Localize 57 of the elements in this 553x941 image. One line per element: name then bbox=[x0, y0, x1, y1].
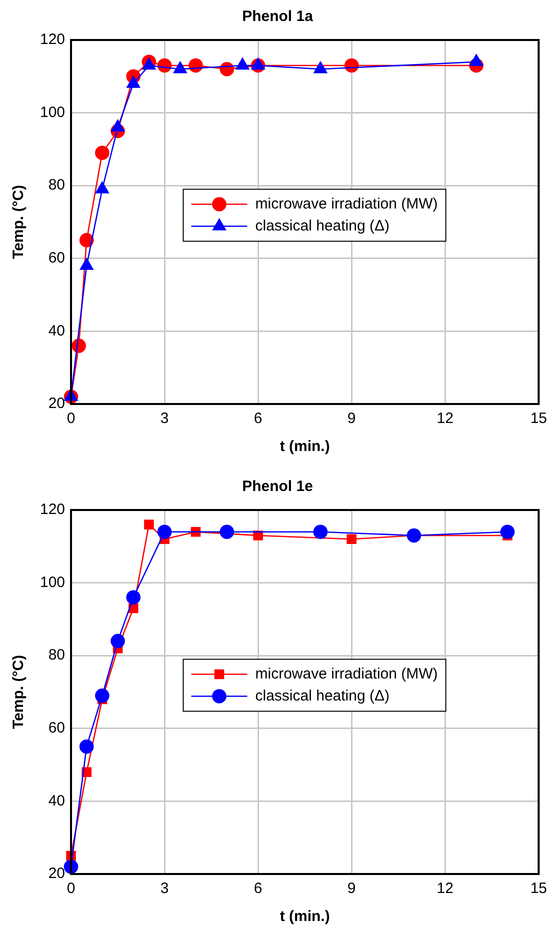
point bbox=[313, 524, 328, 539]
x-axis-title: t (min.) bbox=[280, 908, 330, 926]
point bbox=[314, 61, 328, 74]
point bbox=[110, 634, 125, 648]
x-tick-label: 15 bbox=[530, 410, 547, 428]
x-tick-label: 0 bbox=[66, 410, 76, 428]
point bbox=[251, 58, 265, 70]
point bbox=[470, 54, 484, 66]
y-tick-label: 40 bbox=[48, 792, 66, 810]
x-tick-label: 6 bbox=[254, 880, 262, 898]
y-tick-label: 20 bbox=[48, 395, 66, 412]
y-tick-label: 100 bbox=[40, 104, 66, 121]
point bbox=[126, 76, 140, 88]
x-tick-label: 15 bbox=[530, 880, 547, 898]
point bbox=[126, 590, 141, 605]
y-tick-label: 120 bbox=[40, 501, 66, 518]
point bbox=[111, 120, 124, 132]
legend-label: classical heating (Δ) bbox=[255, 687, 390, 704]
point bbox=[157, 524, 172, 539]
x-tick-label: 9 bbox=[347, 880, 356, 898]
y-tick-label: 80 bbox=[48, 646, 66, 664]
x-tick-label: 12 bbox=[436, 410, 454, 428]
x-tick-label: 6 bbox=[254, 410, 262, 428]
x-tick-label: 3 bbox=[160, 880, 169, 898]
point bbox=[79, 739, 94, 754]
x-tick-label: 12 bbox=[436, 880, 454, 898]
y-tick-label: 80 bbox=[48, 176, 66, 194]
y-tick-label: 40 bbox=[48, 322, 66, 340]
x-tick-label: 9 bbox=[347, 410, 356, 428]
point bbox=[95, 688, 110, 703]
point bbox=[500, 524, 515, 539]
legend-label: classical heating (Δ) bbox=[255, 217, 390, 234]
x-tick-label: 3 bbox=[160, 410, 169, 428]
point bbox=[80, 258, 94, 270]
point bbox=[142, 58, 156, 70]
y-tick-label: 60 bbox=[48, 720, 66, 737]
y-axis-title: Temp. (°C) bbox=[10, 184, 28, 260]
legend-label: microwave irradiation (MW) bbox=[255, 665, 438, 682]
y-tick-label: 20 bbox=[48, 865, 66, 882]
x-tick-label: 0 bbox=[66, 880, 76, 898]
y-tick-label: 60 bbox=[48, 250, 66, 267]
y-tick-label: 100 bbox=[40, 574, 66, 591]
y-tick-label: 120 bbox=[40, 31, 66, 48]
chart-title: Phenol 1a bbox=[242, 8, 314, 26]
y-axis-title: Temp. (°C) bbox=[10, 654, 28, 730]
legend-label: microwave irradiation (MW) bbox=[255, 195, 438, 212]
point bbox=[95, 182, 109, 194]
chart-title: Phenol 1e bbox=[242, 478, 313, 496]
point bbox=[79, 233, 94, 248]
point bbox=[173, 61, 187, 74]
point bbox=[220, 524, 234, 539]
point bbox=[346, 534, 356, 544]
point bbox=[236, 58, 250, 70]
point bbox=[406, 528, 422, 543]
x-axis-title: t (min.) bbox=[280, 438, 330, 456]
point bbox=[144, 520, 154, 530]
point bbox=[95, 146, 110, 160]
